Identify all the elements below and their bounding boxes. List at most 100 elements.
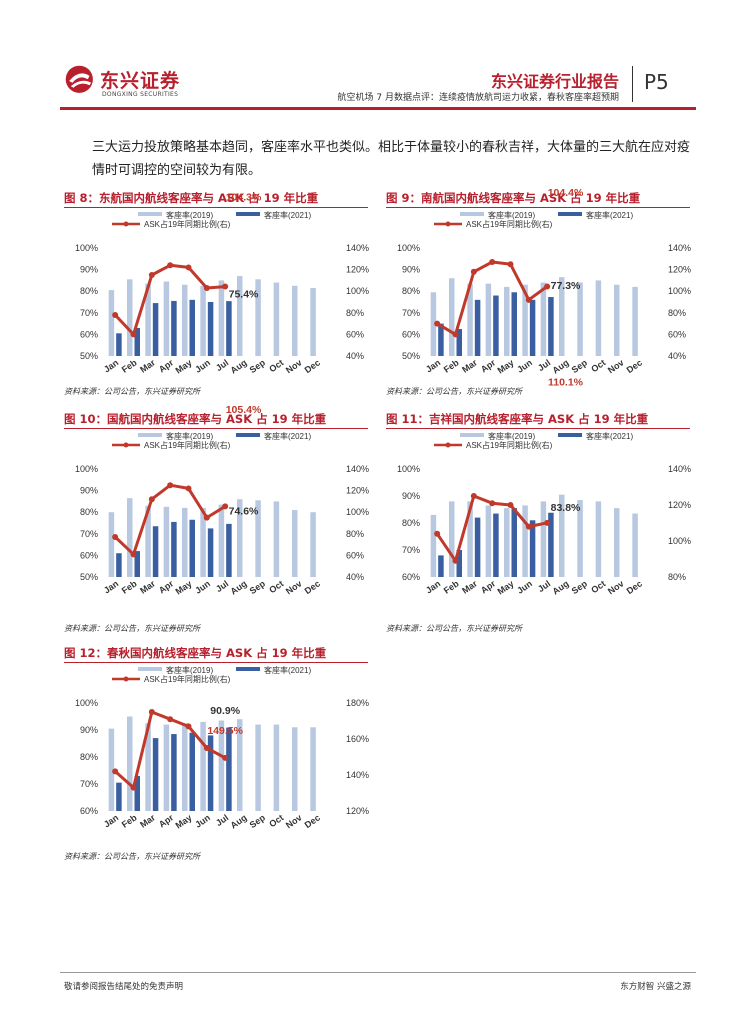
- ask-point: [489, 500, 496, 507]
- bar-2019: [108, 512, 115, 577]
- bar-2019: [504, 508, 510, 577]
- y-tick-label: 90%: [80, 486, 98, 496]
- bar-2019: [127, 716, 133, 811]
- bar-2019: [163, 724, 170, 811]
- legend-label-2019: 客座率(2019): [166, 665, 213, 675]
- bar-2019: [632, 513, 638, 577]
- y2-tick-label: 120%: [346, 806, 369, 816]
- y2-tick-label: 100%: [668, 536, 691, 546]
- footer-slogan: 东方财智 兴盛之源: [620, 982, 691, 992]
- bar-2019: [310, 512, 316, 577]
- x-tick-label: Mar: [138, 357, 157, 375]
- legend-label-2021: 客座率(2021): [586, 431, 633, 441]
- bar-2021: [456, 550, 462, 577]
- x-tick-label: Jun: [193, 812, 212, 829]
- y-tick-label: 90%: [80, 265, 98, 275]
- legend-label-2019: 客座率(2019): [166, 210, 213, 220]
- x-tick-label: May: [496, 357, 516, 375]
- y2-tick-label: 140%: [346, 770, 369, 780]
- ask-point: [112, 768, 119, 775]
- y2-tick-label: 100%: [668, 286, 691, 296]
- bar-2021: [226, 523, 232, 577]
- x-tick-label: Sep: [248, 357, 268, 375]
- ask-point: [112, 534, 119, 541]
- x-tick-label: Jun: [515, 578, 534, 595]
- y-tick-label: 60%: [402, 572, 420, 582]
- bar-2021: [152, 526, 159, 577]
- bar-2021: [207, 528, 214, 577]
- ask-point: [544, 283, 551, 290]
- bar-2021: [226, 301, 232, 356]
- bar-2019: [237, 499, 243, 577]
- x-tick-label: Jan: [102, 578, 120, 595]
- legend-swatch-2021: [236, 212, 260, 216]
- ask-point: [203, 284, 210, 291]
- x-tick-label: Sep: [570, 578, 590, 596]
- legend-label-2019: 客座率(2019): [166, 431, 213, 441]
- x-tick-label: Feb: [120, 812, 139, 830]
- x-tick-label: Mar: [138, 812, 157, 830]
- bar-2019: [614, 508, 620, 577]
- x-tick-label: Oct: [267, 578, 285, 595]
- bar-2021: [134, 327, 140, 356]
- y-tick-label: 60%: [402, 329, 420, 339]
- legend-label-2019: 客座率(2019): [488, 210, 535, 220]
- x-tick-label: Nov: [284, 578, 304, 596]
- x-tick-label: Jun: [193, 357, 212, 374]
- bar-2019: [218, 504, 225, 577]
- legend-label-ask: ASK占19年同期比例(右): [466, 440, 553, 450]
- y-tick-label: 70%: [80, 779, 98, 789]
- legend-swatch-2019: [460, 433, 484, 437]
- x-tick-label: Oct: [589, 578, 607, 595]
- bar-2021: [511, 508, 517, 577]
- bar-2019: [182, 284, 188, 356]
- company-logo: [65, 65, 93, 93]
- page-number: P5: [644, 70, 669, 94]
- bar-2021: [189, 299, 195, 356]
- legend-label-2019: 客座率(2019): [488, 431, 535, 441]
- bar-2019: [145, 723, 151, 811]
- x-tick-label: May: [174, 578, 194, 596]
- bar-2021: [438, 555, 444, 577]
- ask-point: [112, 311, 119, 318]
- ask-point: [130, 784, 137, 791]
- bar-2019: [218, 720, 225, 811]
- bar-2019: [163, 506, 170, 577]
- x-tick-label: Apr: [157, 578, 176, 595]
- header-divider: [632, 66, 633, 102]
- x-tick-label: Feb: [442, 578, 461, 596]
- ask-point: [130, 331, 137, 338]
- ask-point: [148, 272, 155, 278]
- y2-tick-label: 40%: [668, 351, 686, 361]
- bar-2021: [152, 738, 159, 811]
- ask-point: [130, 551, 137, 558]
- y-tick-label: 80%: [80, 286, 98, 296]
- figure-title-rule: [64, 428, 368, 429]
- x-tick-label: Jun: [515, 357, 534, 374]
- x-tick-label: Feb: [120, 357, 139, 375]
- y-tick-label: 100%: [397, 243, 420, 253]
- figure-title: 图 10：国航国内航线客座率与 ASK 占 19 年比重: [64, 412, 327, 426]
- ask-point: [167, 716, 174, 723]
- ask-point: [525, 296, 532, 303]
- x-tick-label: Oct: [267, 812, 285, 829]
- bar-2019: [540, 501, 547, 577]
- ask-point: [434, 530, 441, 537]
- x-tick-label: Mar: [460, 578, 479, 596]
- bar-2019: [182, 507, 188, 577]
- ask-point: [434, 320, 441, 327]
- x-tick-label: Dec: [625, 578, 644, 596]
- bar-2019: [522, 284, 528, 356]
- x-tick-label: Jul: [214, 357, 230, 373]
- bar-2021: [116, 333, 122, 356]
- figure-title: 图 12：春秋国内航线客座率与 ASK 占 19 年比重: [64, 646, 327, 660]
- x-tick-label: Sep: [248, 812, 268, 830]
- bar-2019: [430, 292, 437, 356]
- bar-2019: [127, 498, 133, 577]
- chart-figure-9: 客座率(2019) 客座率(2021) ASK占19年同期比例(右) 50% 60% 70…: [397, 187, 691, 376]
- bar-2019: [255, 500, 261, 577]
- figure-title: 图 8：东航国内航线客座率与 ASK 占 19 年比重: [64, 191, 319, 205]
- figure-source: 资料来源：公司公告，东兴证券研究所: [64, 852, 200, 861]
- ask-point: [148, 709, 155, 715]
- x-tick-label: Mar: [138, 578, 157, 596]
